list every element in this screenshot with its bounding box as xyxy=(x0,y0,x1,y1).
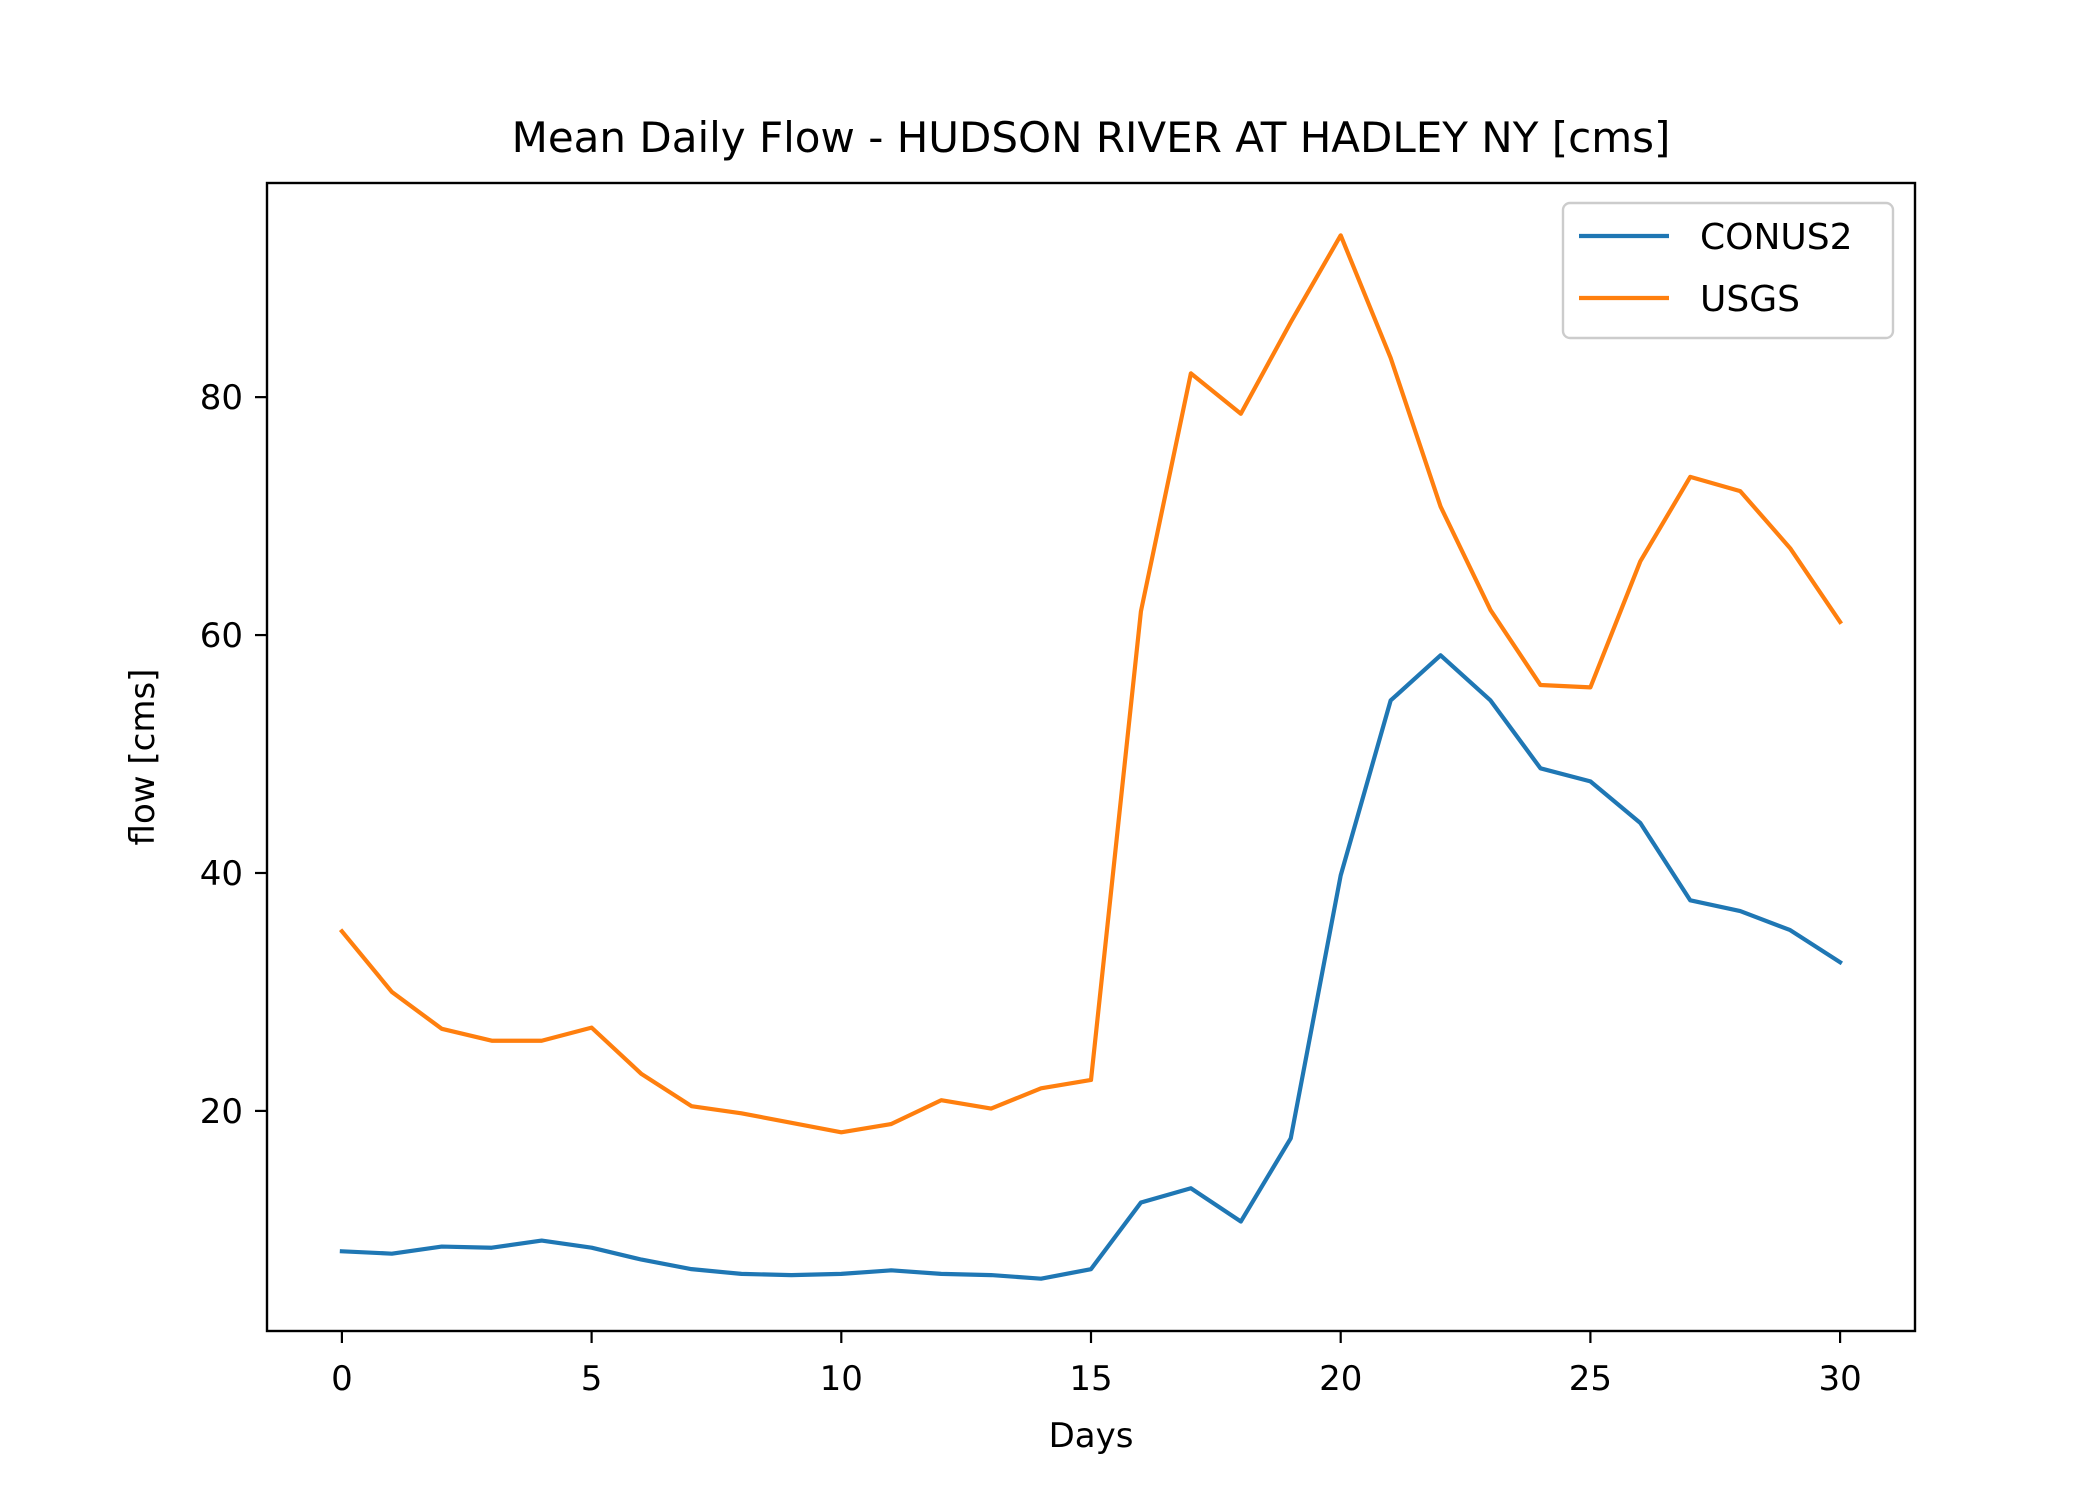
legend-label-usgs: USGS xyxy=(1700,279,1800,320)
x-tick-label: 5 xyxy=(581,1359,603,1399)
y-axis: 20 40 60 80 xyxy=(200,378,267,1132)
legend-label-conus2: CONUS2 xyxy=(1700,217,1853,258)
series-line-usgs xyxy=(338,233,1844,1135)
y-tick-label: 60 xyxy=(200,616,243,656)
series-layer xyxy=(338,233,1844,1281)
y-tick-label: 40 xyxy=(200,854,243,894)
chart-title: Mean Daily Flow - HUDSON RIVER AT HADLEY… xyxy=(512,113,1671,162)
y-tick-label: 20 xyxy=(200,1092,243,1132)
x-tick-label: 10 xyxy=(820,1359,863,1399)
y-axis-label: flow [cms] xyxy=(123,669,163,846)
x-axis-label: Days xyxy=(1049,1416,1134,1456)
series-line-conus2 xyxy=(339,653,1843,1281)
x-tick-label: 20 xyxy=(1319,1359,1362,1399)
x-tick-label: 25 xyxy=(1569,1359,1612,1399)
legend: CONUS2 USGS xyxy=(1561,201,1895,340)
x-tick-label: 0 xyxy=(331,1359,353,1399)
x-tick-label: 30 xyxy=(1818,1359,1861,1399)
x-tick-label: 15 xyxy=(1069,1359,1112,1399)
x-axis: 0 5 10 15 20 25 30 xyxy=(331,1331,1862,1399)
y-tick-label: 80 xyxy=(200,378,243,418)
